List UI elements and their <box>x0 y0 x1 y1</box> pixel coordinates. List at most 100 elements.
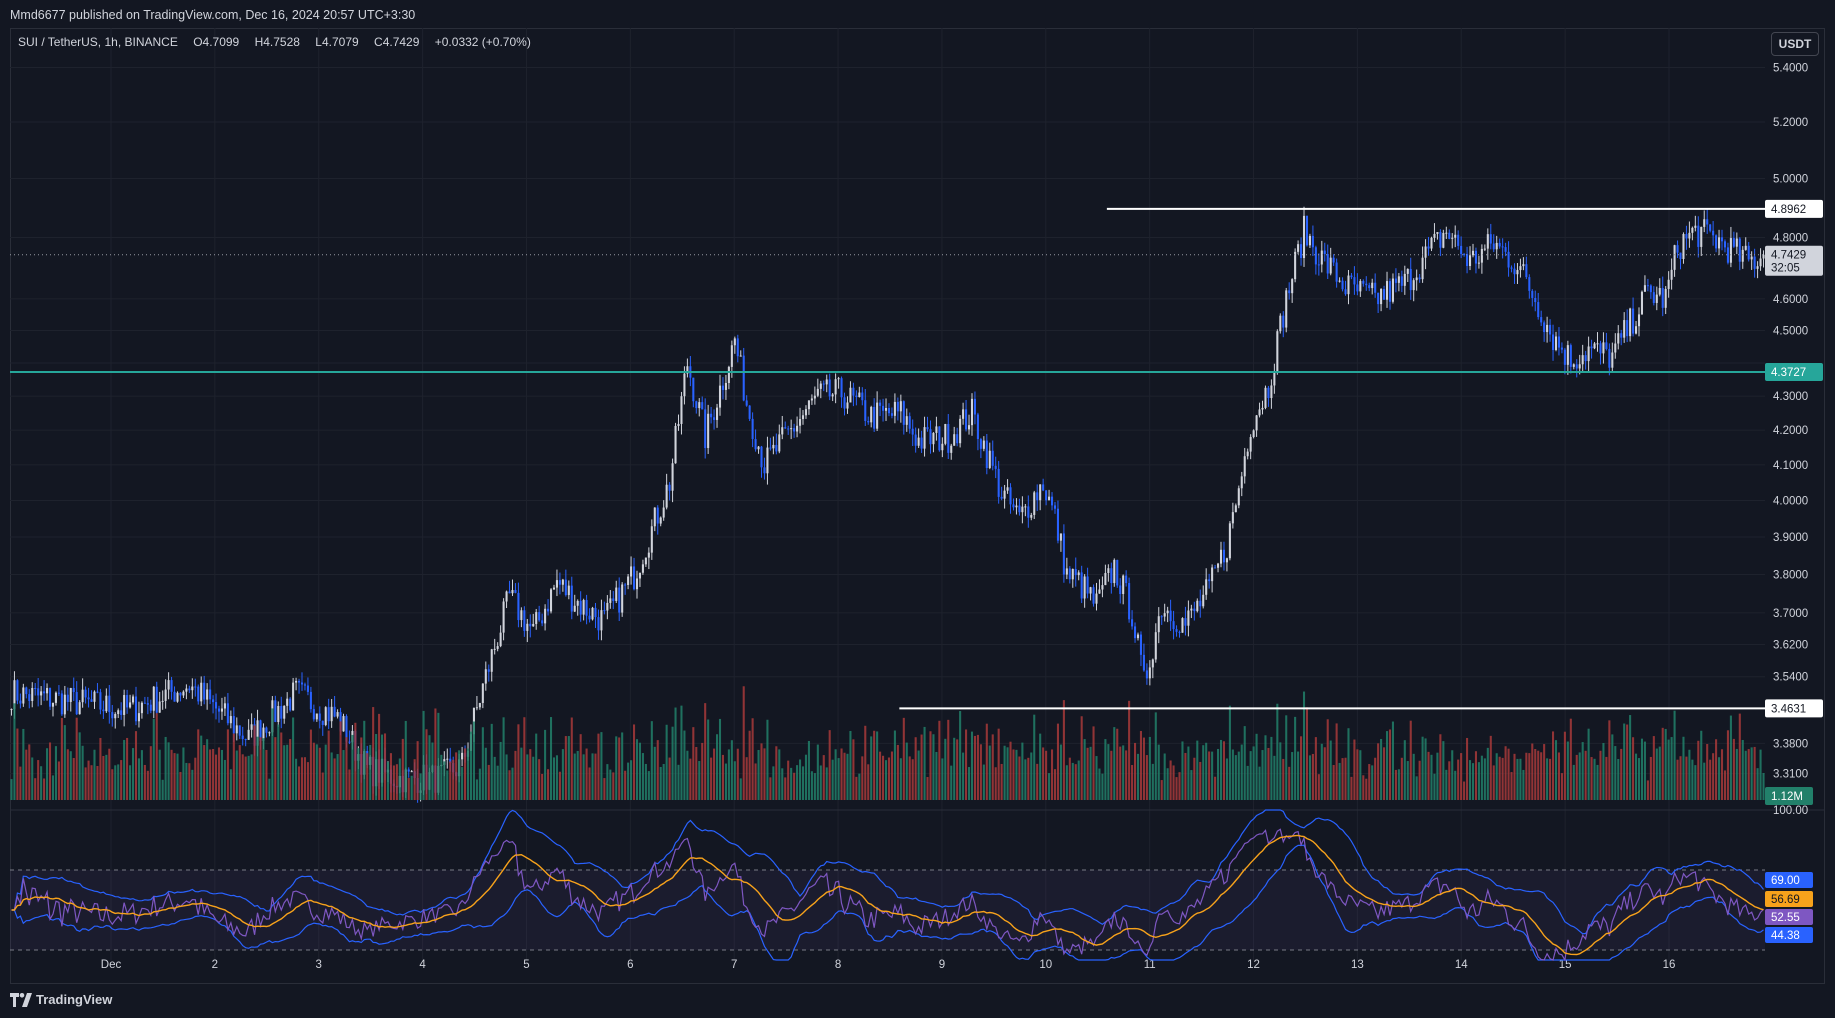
legend-symbol[interactable]: SUI / TetherUS, 1h, BINANCE <box>18 35 178 49</box>
candle-body <box>1279 315 1282 332</box>
volume-bar <box>1400 757 1403 800</box>
volume-bar <box>318 747 321 800</box>
volume-bar <box>336 754 339 800</box>
candle-body <box>1383 288 1386 300</box>
candle-body <box>1344 289 1347 295</box>
candle-body <box>226 703 229 724</box>
volume-bar <box>532 756 535 800</box>
chart-frame[interactable] <box>10 28 1825 984</box>
volume-bar <box>1297 751 1300 800</box>
candle-body <box>917 437 920 446</box>
candle-body <box>1104 573 1107 586</box>
volume-bar <box>1718 757 1721 800</box>
candle-body <box>182 691 185 696</box>
candle-body <box>449 758 452 764</box>
volume-bar <box>1240 744 1243 800</box>
volume-bar <box>1311 753 1314 800</box>
volume-bar <box>1608 720 1611 800</box>
candle-body <box>1747 245 1750 260</box>
volume-bar <box>13 703 16 800</box>
volume-bar <box>884 760 888 800</box>
price-axis-label: 3.8000 <box>1773 569 1808 581</box>
candle-body <box>899 401 902 412</box>
candle-body <box>1018 505 1021 513</box>
candle-body <box>890 413 893 416</box>
volume-bar <box>93 749 96 800</box>
volume-bar <box>1015 749 1018 800</box>
volume-bar <box>837 758 840 800</box>
volume-bar <box>298 766 301 800</box>
candle-body <box>1053 505 1057 509</box>
candle-body <box>235 725 238 734</box>
price-axis-label: 3.6200 <box>1773 639 1808 651</box>
candle-body <box>1691 227 1694 233</box>
volume-bar <box>1282 758 1285 800</box>
candle-body <box>262 727 265 741</box>
candle-body <box>1729 238 1732 263</box>
candle-body <box>1501 246 1504 248</box>
volume-bar <box>644 763 647 800</box>
volume-bar <box>1122 745 1125 800</box>
candle-body <box>870 406 873 423</box>
volume-bar <box>96 766 99 800</box>
volume-bar <box>1377 743 1380 800</box>
volume-bar <box>1436 752 1439 800</box>
volume-bar <box>526 754 529 800</box>
volume-bar <box>1513 753 1516 800</box>
volume-bar <box>1196 740 1199 800</box>
candle-body <box>1050 496 1054 506</box>
volume-bar <box>1371 765 1374 800</box>
volume-bar <box>710 757 713 800</box>
candle-body <box>876 402 879 429</box>
volume-bar <box>1178 772 1181 800</box>
volume-bar <box>1474 751 1477 800</box>
volume-bar <box>1563 731 1566 800</box>
volume-bar <box>1611 734 1614 800</box>
volume-bar <box>303 757 307 800</box>
price-axis-label: 4.3000 <box>1773 391 1808 403</box>
candle-body <box>864 400 867 421</box>
candle-body <box>632 566 636 590</box>
candle-body <box>303 684 307 686</box>
volume-bar <box>1507 748 1510 800</box>
volume-bar <box>455 752 458 800</box>
volume-bar <box>538 759 541 800</box>
candle-body <box>1089 587 1092 594</box>
volume-bar <box>437 712 440 800</box>
candle-body <box>1534 297 1537 303</box>
volume-bar <box>60 717 63 800</box>
rsi-tag-rsi_ma: 56.69 <box>1765 891 1813 907</box>
volume-bar <box>1222 741 1226 800</box>
candle-body <box>1590 346 1593 349</box>
volume-bar <box>855 776 858 800</box>
volume-bar <box>1720 749 1724 800</box>
volume-bar <box>947 719 950 800</box>
price-axis-label: 3.9000 <box>1773 532 1808 544</box>
volume-bar <box>1033 714 1036 800</box>
volume-bar <box>635 739 639 800</box>
volume-bar <box>1134 742 1137 800</box>
candle-body <box>665 484 668 508</box>
candle-body <box>134 696 138 722</box>
volume-bar <box>395 764 398 800</box>
candle-body <box>754 439 757 450</box>
volume-bar <box>25 749 28 800</box>
volume-bar <box>932 734 935 800</box>
volume-bar <box>902 717 905 800</box>
candle-body <box>1015 505 1018 508</box>
tradingview-brand[interactable]: TradingView <box>10 992 112 1007</box>
volume-bar <box>137 758 140 800</box>
candle-body <box>1753 256 1756 269</box>
candle-body <box>609 598 612 603</box>
currency-button[interactable]: USDT <box>1771 32 1819 56</box>
candle-body <box>1021 506 1024 513</box>
candle-body <box>1712 230 1715 236</box>
candle-body <box>1759 258 1762 267</box>
candle-body <box>1048 496 1051 501</box>
volume-bar <box>1279 742 1282 800</box>
candle-body <box>1620 333 1623 338</box>
price-axis-label: 3.3800 <box>1773 738 1808 750</box>
candle-body <box>1338 280 1341 282</box>
candle-body <box>478 702 481 708</box>
